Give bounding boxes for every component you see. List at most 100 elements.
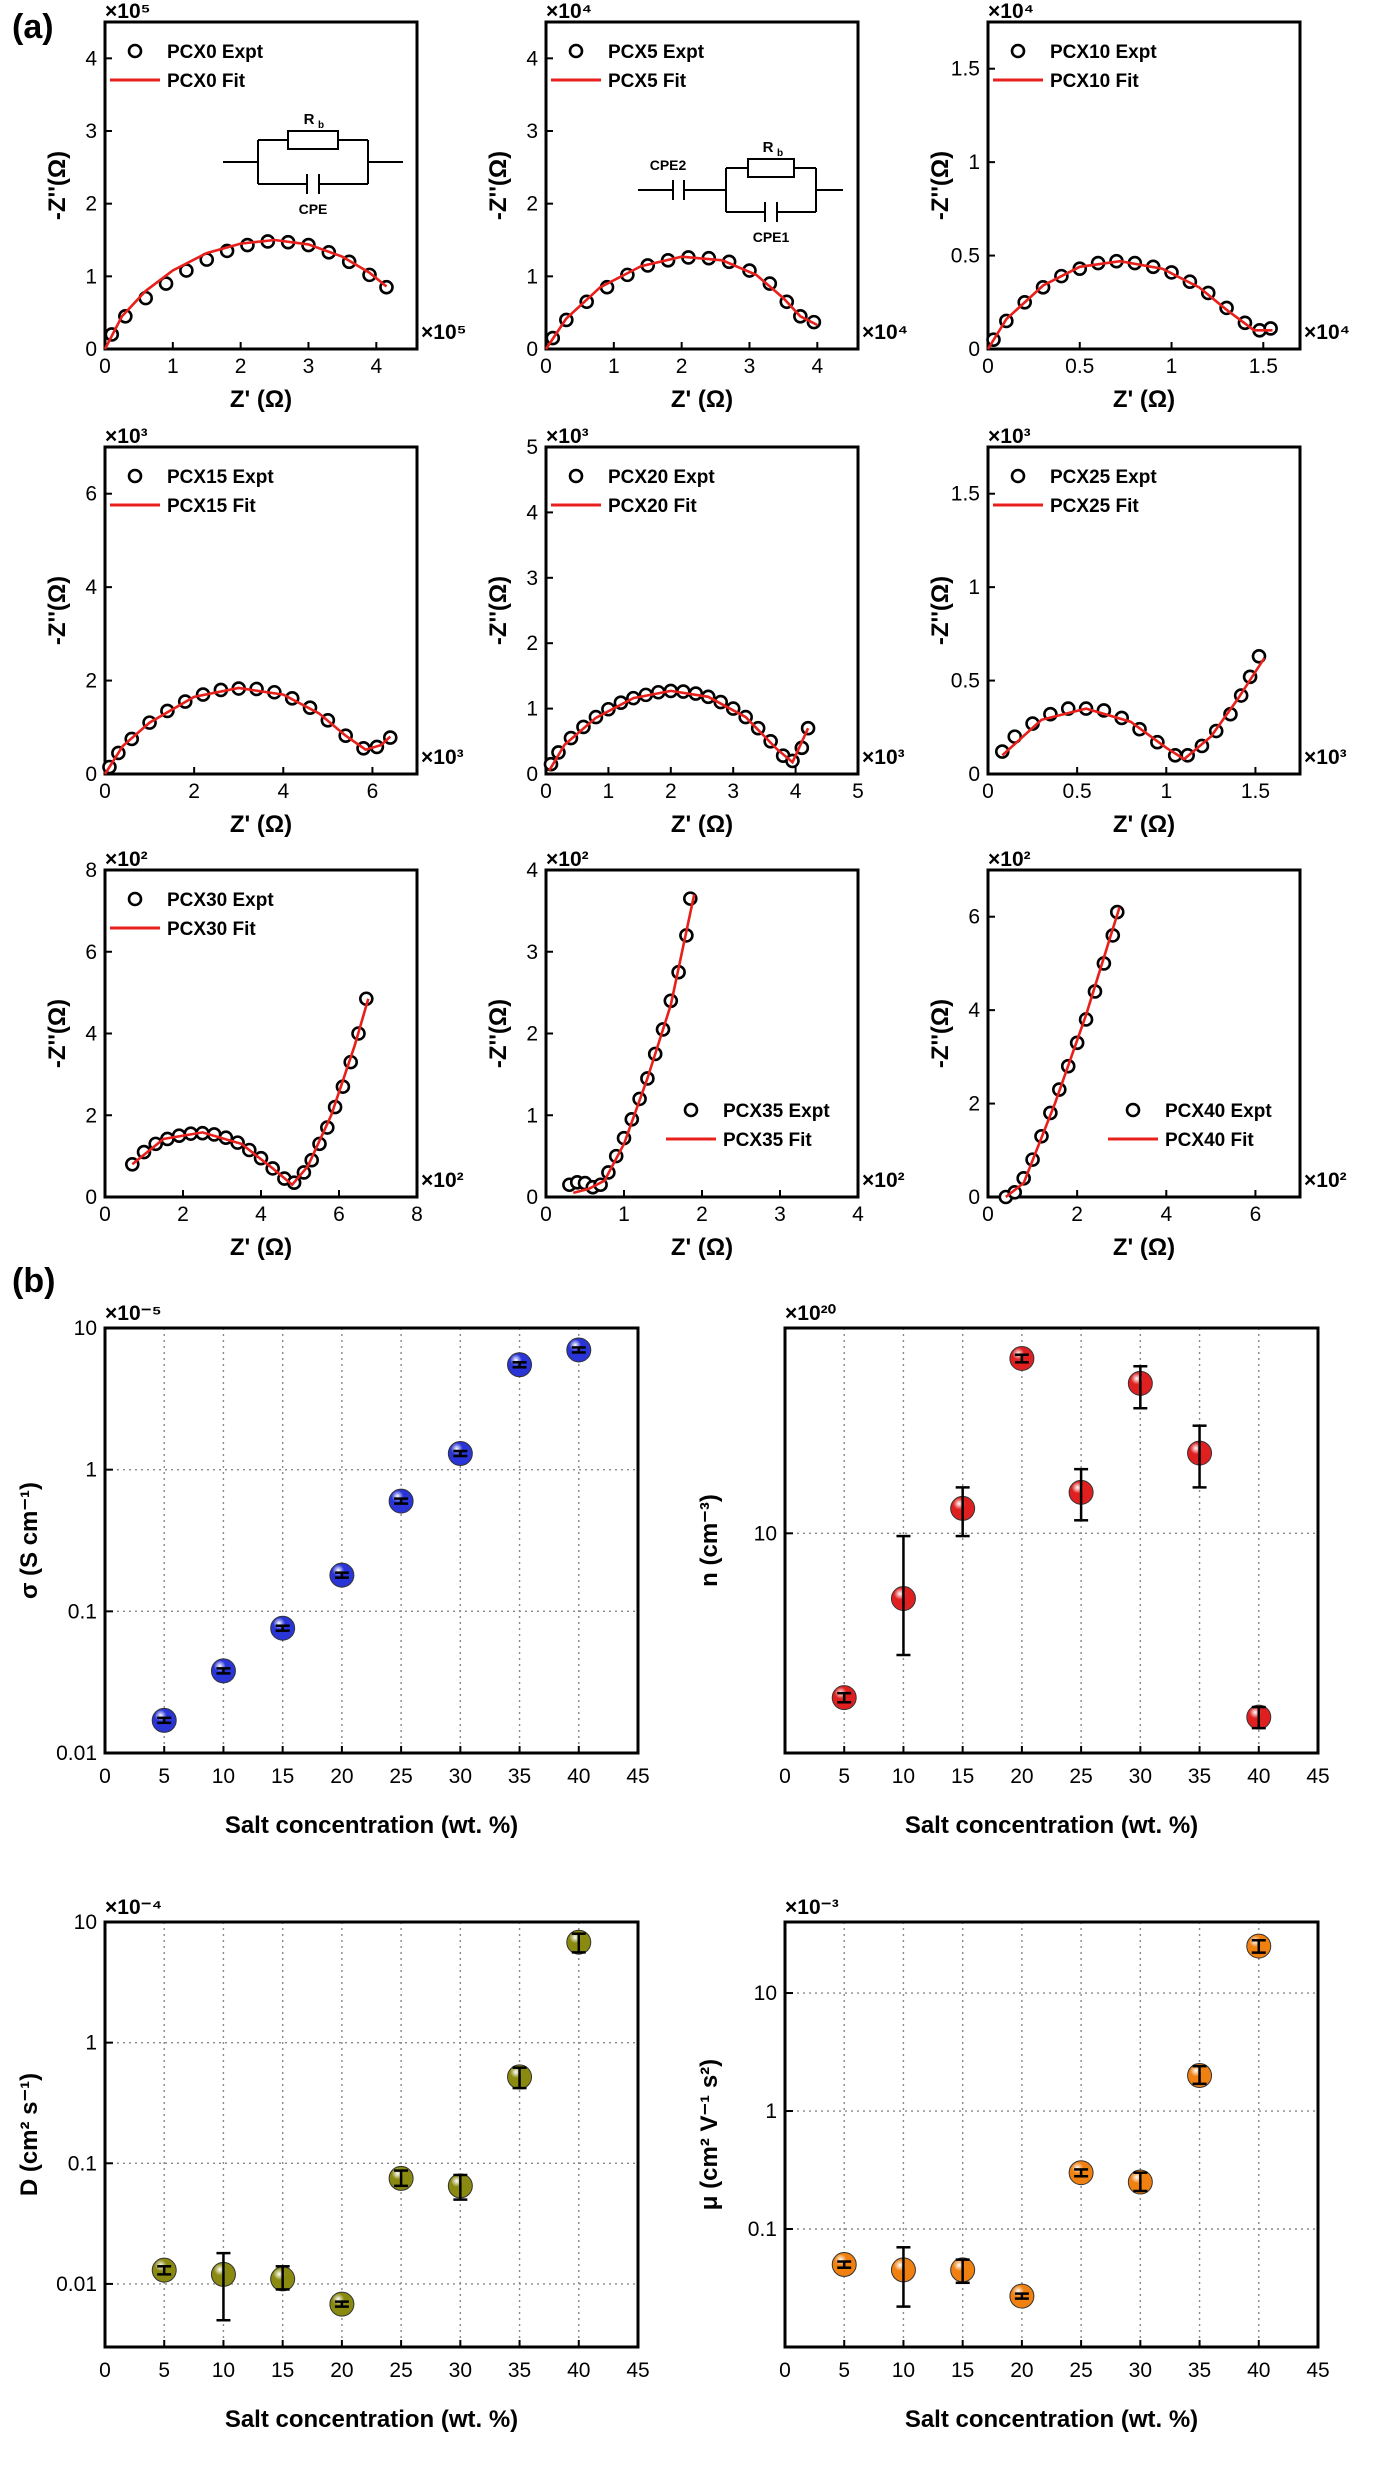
fit-line [103, 238, 388, 350]
y-tick-label: 0 [85, 763, 97, 786]
resistor-symbol [747, 158, 795, 178]
x-tick-label: 4 [370, 355, 382, 378]
x-axis-label: Z' (Ω) [230, 386, 292, 413]
legend-fit-label: PCX25 Fit [1050, 496, 1139, 517]
x-tick-label: 15 [271, 1765, 294, 1788]
expt-point [118, 308, 133, 324]
x-tick-label: 0 [779, 1765, 791, 1788]
x-multiplier-label: ×10² [1304, 1169, 1347, 1192]
circuit-label-r: R [763, 139, 774, 156]
x-tick-label: 45 [1306, 1765, 1329, 1788]
y-tick-label: 0.1 [68, 1600, 97, 1623]
x-multiplier-label: ×10³ [862, 746, 905, 769]
y-multiplier-label: ×10⁻⁴ [105, 1896, 162, 1919]
y-tick-label: 2 [526, 632, 538, 655]
legend-expt-label: PCX40 Expt [1165, 1101, 1272, 1122]
y-multiplier-label: ×10²⁰ [785, 1302, 837, 1325]
y-tick-label: 10 [74, 1911, 97, 1934]
plot-frame [783, 1326, 1320, 1755]
x-axis-label: Z' (Ω) [1113, 1234, 1175, 1261]
x-tick-label: 45 [1306, 2359, 1329, 2382]
y-axis-label: -Z''(Ω) [927, 151, 954, 220]
y-multiplier-label: ×10⁴ [988, 0, 1034, 23]
x-tick-label: 1 [603, 780, 615, 803]
x-tick-label: 4 [811, 355, 823, 378]
x-tick-label: 25 [1069, 1765, 1092, 1788]
plot-frame [986, 20, 1302, 351]
y-axis-label: -Z''(Ω) [44, 151, 71, 220]
x-axis-label: Salt concentration (wt. %) [225, 2406, 518, 2433]
x-tick-label: 0 [99, 355, 111, 378]
x-tick-label: 4 [852, 1203, 864, 1226]
nyquist-plot-pcx35: 0 1 2 3 4 0 1 2 3 4 ×10² ×10² Z' (Ω) -Z''(Ω) PCX35 Exp… [485, 848, 905, 1261]
x-tick-label: 1.5 [1249, 355, 1278, 378]
y-tick-label: 3 [526, 567, 538, 590]
y-multiplier-label: ×10³ [105, 425, 148, 448]
y-axis-label: n (cm⁻³) [696, 1494, 723, 1587]
legend-fit-label: PCX5 Fit [608, 71, 687, 92]
x-tick-label: 30 [449, 1765, 472, 1788]
y-multiplier-label: ×10³ [546, 425, 589, 448]
fit-line [572, 894, 696, 1195]
x-tick-label: 3 [303, 355, 315, 378]
legend-fit-label: PCX10 Fit [1050, 71, 1139, 92]
x-tick-label: 15 [951, 1765, 974, 1788]
fit-line [986, 259, 1273, 350]
y-tick-label: 3 [526, 941, 538, 964]
nyquist-plot-pcx5: 0 1 2 3 4 0 1 2 3 4 ×10⁴ ×10⁴ Z' (Ω) -Z''(Ω) PCX5 Expt… [485, 0, 908, 413]
x-tick-label: 0 [99, 2359, 111, 2382]
x-tick-label: 5 [852, 780, 864, 803]
fit-line [544, 255, 818, 350]
property-plot-carrier_density: 0 5 10 15 20 25 30 35 40 45 10 Salt concentration (… [696, 1302, 1330, 1839]
y-tick-label: 10 [754, 1982, 777, 2005]
y-tick-label: 1.5 [951, 483, 980, 506]
nyquist-plot-pcx30: 0 2 4 6 8 0 2 4 6 8 ×10² ×10² Z' (Ω) -Z''(Ω) PCX30 Exp… [44, 848, 464, 1261]
x-tick-label: 0.5 [1063, 780, 1092, 803]
x-tick-label: 10 [892, 2359, 915, 2382]
y-tick-label: 0.01 [56, 2273, 97, 2296]
y-tick-label: 2 [968, 1093, 980, 1116]
x-tick-label: 0 [982, 780, 994, 803]
fit-line [131, 998, 370, 1187]
y-multiplier-label: ×10⁻³ [785, 1896, 839, 1919]
legend-expt-marker [683, 1102, 699, 1118]
x-tick-label: 2 [696, 1203, 708, 1226]
x-tick-label: 3 [774, 1203, 786, 1226]
x-tick-label: 1 [167, 355, 179, 378]
y-tick-label: 1 [85, 2032, 97, 2055]
expt-point [1263, 321, 1278, 336]
legend-expt-label: PCX30 Expt [167, 890, 274, 911]
fit-line [1004, 907, 1121, 1199]
x-multiplier-label: ×10³ [1304, 746, 1347, 769]
x-tick-label: 2 [676, 355, 688, 378]
x-axis-label: Salt concentration (wt. %) [225, 1812, 518, 1839]
x-tick-label: 0 [982, 355, 994, 378]
y-tick-label: 1 [85, 265, 97, 288]
expt-point [240, 237, 255, 253]
legend-expt-label: PCX25 Expt [1050, 467, 1157, 488]
x-tick-label: 0 [540, 355, 552, 378]
y-tick-label: 1 [526, 1104, 538, 1127]
x-tick-label: 35 [508, 2359, 531, 2382]
circuit-label-cpe1: CPE1 [753, 229, 790, 245]
y-tick-label: 0.1 [68, 2152, 97, 2175]
x-multiplier-label: ×10⁴ [862, 321, 908, 344]
y-axis-label: D (cm² s⁻¹) [16, 2073, 43, 2196]
x-tick-label: 45 [626, 1765, 649, 1788]
y-axis-label: -Z''(Ω) [927, 576, 954, 645]
y-axis-label: -Z''(Ω) [44, 999, 71, 1068]
x-tick-label: 4 [255, 1203, 267, 1226]
y-tick-label: 0.5 [951, 670, 980, 693]
legend-expt-marker [568, 43, 584, 59]
legend-fit-label: PCX0 Fit [167, 71, 246, 92]
x-tick-label: 5 [158, 1765, 170, 1788]
x-tick-label: 5 [838, 1765, 850, 1788]
circuit-label-subscript: b [777, 148, 783, 159]
x-tick-label: 40 [1247, 2359, 1270, 2382]
x-tick-label: 6 [1250, 1203, 1262, 1226]
y-tick-label: 0 [968, 338, 980, 361]
x-tick-label: 35 [1188, 2359, 1211, 2382]
x-axis-label: Z' (Ω) [671, 386, 733, 413]
x-multiplier-label: ×10⁵ [421, 321, 467, 344]
